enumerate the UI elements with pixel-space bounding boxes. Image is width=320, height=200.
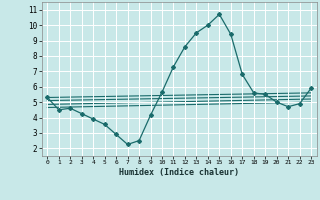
X-axis label: Humidex (Indice chaleur): Humidex (Indice chaleur) <box>119 168 239 177</box>
